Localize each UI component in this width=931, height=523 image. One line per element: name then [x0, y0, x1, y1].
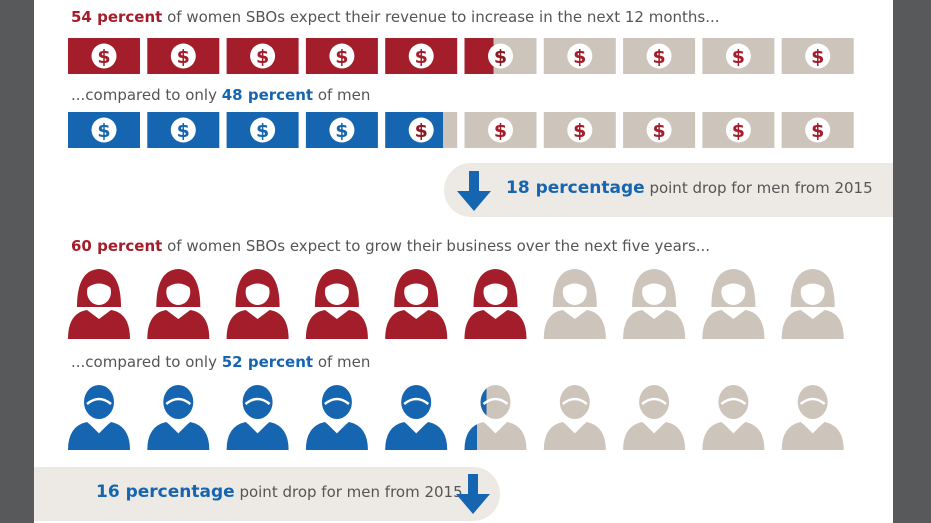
growth-men-person-icon-4	[305, 385, 368, 450]
revenue-drop-caption: 18 percentage point drop for men from 20…	[506, 178, 873, 198]
growth-men-prefix: ...compared to only	[71, 353, 222, 371]
revenue-men-dollar-icon-4: $	[305, 112, 378, 148]
growth-women-person-icon-8	[623, 269, 686, 339]
svg-text:$: $	[97, 120, 110, 142]
growth-men-percent: 52 percent	[221, 353, 314, 371]
growth-men-person-icon-3	[226, 385, 289, 450]
growth-drop-callout: 16 percentage point drop for men from 20…	[34, 467, 500, 521]
revenue-women-dollar-icon-10: $	[781, 38, 854, 74]
revenue-men-dollar-icon-5: $	[385, 112, 458, 148]
icon-rows: $ $ $ $ $ $ $ $ $ $ $ $ $ $ $ $ $ $ $ $	[68, 38, 854, 450]
growth-men-person-icon-8	[623, 385, 686, 450]
svg-text:$: $	[335, 46, 348, 68]
growth-men-person-icon-6	[464, 385, 527, 450]
growth-men-person-icon-9	[702, 385, 765, 450]
svg-text:$: $	[573, 120, 586, 142]
growth-drop-text: point drop for men from 2015	[234, 483, 463, 501]
svg-text:$: $	[177, 120, 190, 142]
revenue-women-dollar-icon-3: $	[226, 38, 299, 74]
revenue-men-suffix: of men	[313, 86, 371, 104]
svg-text:$: $	[97, 46, 110, 68]
revenue-men-dollar-icon-9: $	[702, 112, 775, 148]
revenue-men-dollar-icon-8: $	[623, 112, 696, 148]
revenue-drop-callout: 18 percentage point drop for men from 20…	[444, 163, 893, 217]
svg-text:$: $	[335, 120, 348, 142]
svg-text:$: $	[256, 46, 269, 68]
growth-men-person-icon-7	[543, 385, 606, 450]
revenue-men-dollar-icon-6: $	[464, 112, 537, 148]
revenue-men-dollar-icon-1: $	[68, 112, 140, 148]
revenue-women-percent: 54 percent	[71, 8, 163, 26]
growth-men-person-icon-2	[147, 385, 210, 450]
growth-women-person-icon-7	[543, 269, 606, 339]
growth-drop-caption: 16 percentage point drop for men from 20…	[96, 482, 463, 502]
growth-men-person-icon-10	[781, 385, 844, 450]
growth-women-person-icon-3	[226, 269, 289, 339]
growth-women-person-icon-5	[385, 269, 448, 339]
revenue-men-caption: ...compared to only 48 percent of men	[71, 86, 370, 104]
revenue-men-prefix: ...compared to only	[71, 86, 222, 104]
growth-women-person-icon-1	[68, 269, 130, 339]
revenue-drop-text: point drop for men from 2015	[644, 179, 873, 197]
growth-men-suffix: of men	[313, 353, 371, 371]
growth-men-caption: ...compared to only 52 percent of men	[71, 353, 370, 371]
growth-women-person-icon-10	[781, 269, 844, 339]
growth-women-percent: 60 percent	[71, 237, 163, 255]
growth-men-person-icon-1	[68, 385, 130, 450]
svg-text:$: $	[415, 46, 428, 68]
revenue-women-dollar-icon-7: $	[543, 38, 616, 74]
svg-text:$: $	[494, 46, 507, 68]
revenue-women-dollar-icon-8: $	[623, 38, 696, 74]
growth-women-person-icon-9	[702, 269, 765, 339]
down-arrow-icon	[457, 171, 491, 211]
revenue-women-dollar-icon-6: $	[464, 38, 537, 74]
svg-text:$: $	[415, 120, 428, 142]
growth-women-caption: 60 percent of women SBOs expect to grow …	[71, 237, 710, 255]
revenue-women-dollar-icon-4: $	[305, 38, 378, 74]
revenue-women-caption: 54 percent of women SBOs expect their re…	[71, 8, 720, 26]
revenue-women-text: of women SBOs expect their revenue to in…	[162, 8, 720, 26]
svg-text:$: $	[811, 46, 824, 68]
growth-women-person-icon-4	[305, 269, 368, 339]
svg-text:$: $	[177, 46, 190, 68]
growth-women-person-icon-6	[464, 269, 527, 339]
revenue-drop-value: 18 percentage	[506, 178, 645, 198]
svg-text:$: $	[652, 120, 665, 142]
svg-text:$: $	[732, 120, 745, 142]
revenue-men-dollar-icon-2: $	[147, 112, 220, 148]
revenue-women-dollar-icon-5: $	[385, 38, 458, 74]
revenue-women-dollar-icon-2: $	[147, 38, 220, 74]
growth-women-text: of women SBOs expect to grow their busin…	[162, 237, 711, 255]
down-arrow-icon	[456, 474, 490, 514]
revenue-men-dollar-icon-3: $	[226, 112, 299, 148]
svg-text:$: $	[811, 120, 824, 142]
revenue-men-dollar-icon-10: $	[781, 112, 854, 148]
infographic: 54 percent of women SBOs expect their re…	[34, 0, 893, 523]
svg-text:$: $	[573, 46, 586, 68]
svg-text:$: $	[494, 120, 507, 142]
growth-drop-value: 16 percentage	[96, 482, 235, 502]
svg-text:$: $	[652, 46, 665, 68]
svg-text:$: $	[256, 120, 269, 142]
revenue-men-dollar-icon-7: $	[543, 112, 616, 148]
growth-women-person-icon-2	[147, 269, 210, 339]
revenue-women-dollar-icon-1: $	[68, 38, 140, 74]
growth-men-person-icon-5	[385, 385, 448, 450]
svg-text:$: $	[732, 46, 745, 68]
revenue-women-dollar-icon-9: $	[702, 38, 775, 74]
revenue-men-percent: 48 percent	[221, 86, 314, 104]
